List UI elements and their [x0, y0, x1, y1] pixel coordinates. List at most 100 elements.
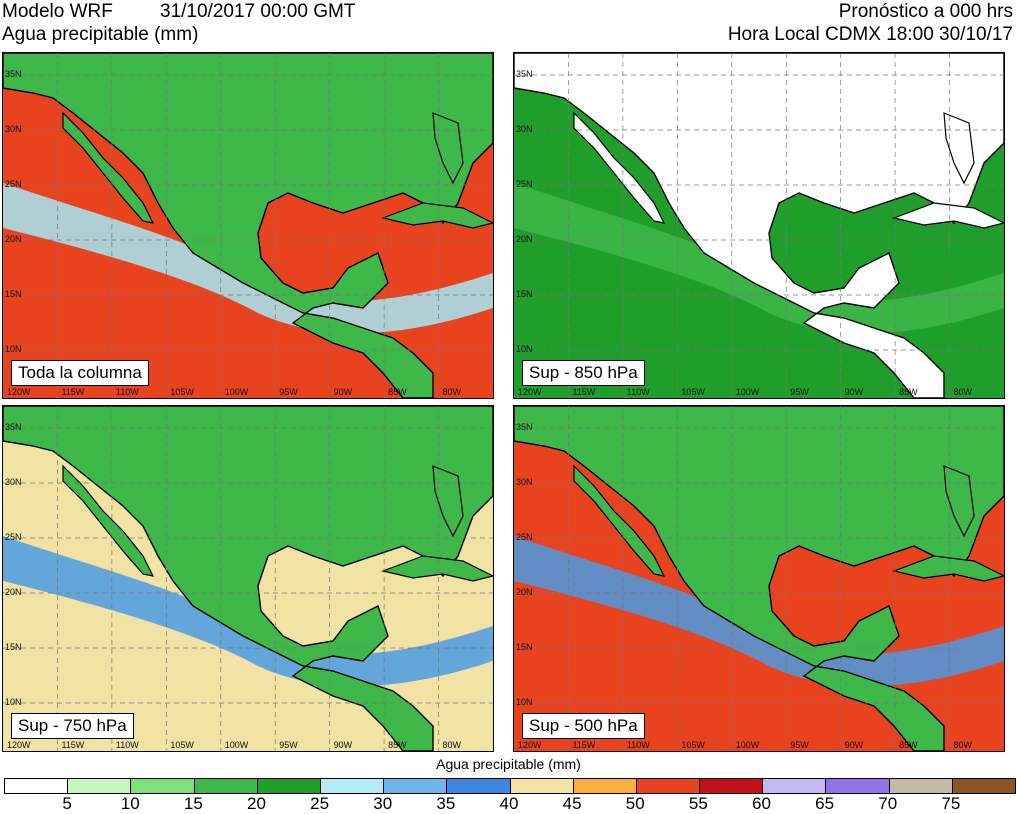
baja-peninsula: [62, 111, 155, 224]
colorbar: [4, 778, 1016, 794]
longitude-label: 120W: [7, 387, 31, 397]
latitude-label: 15N: [5, 289, 22, 299]
florida-peninsula: [943, 465, 975, 538]
variable-title: Agua precipitable (mm): [2, 24, 199, 45]
land-mass: [514, 406, 1004, 751]
baja-peninsula: [573, 111, 666, 224]
colorbar-tick: 75: [941, 794, 961, 813]
colorbar-tick: 25: [310, 794, 330, 813]
latitude-label: 30N: [516, 477, 533, 487]
longitude-label: 110W: [626, 387, 650, 397]
map-svg: [514, 406, 1004, 751]
latitude-label: 20N: [5, 587, 22, 597]
map-svg: [3, 406, 493, 751]
colorbar-swatch: [636, 779, 701, 793]
colorbar-swatch: [700, 779, 764, 793]
colorbar-ticks: 5 10 15 20 25 30 35 40 45 50 55 60 65 70 75: [4, 794, 1014, 814]
latitude-label: 30N: [5, 477, 22, 487]
longitude-label: 115W: [572, 740, 596, 750]
latitude-label: 10N: [516, 344, 533, 354]
panel-label: Sup - 850 hPa: [522, 360, 645, 386]
map-panel-750hpa: 35N 30N 25N 20N 15N 10N 120W 115W 110W 105W 100W 95…: [2, 405, 494, 752]
colorbar-swatch: [573, 779, 637, 793]
colorbar-swatch: [320, 779, 385, 793]
longitude-label: 85W: [388, 740, 407, 750]
latitude-label: 35N: [516, 422, 533, 432]
land-mass: [3, 53, 493, 398]
longitude-label: 80W: [953, 387, 973, 397]
colorbar-tick: 40: [499, 794, 519, 813]
latitude-label: 35N: [516, 69, 533, 79]
latitude-label: 35N: [5, 422, 22, 432]
longitude-label: 90W: [844, 387, 864, 397]
latitude-label: 10N: [516, 697, 533, 707]
latitude-label: 10N: [5, 697, 22, 707]
colorbar-tick: 20: [247, 794, 266, 813]
colorbar-tick: 10: [120, 794, 140, 813]
baja-peninsula: [62, 464, 155, 577]
colorbar-swatch: [952, 779, 1015, 793]
map-svg: [3, 53, 493, 398]
longitude-label: 85W: [899, 740, 918, 750]
colorbar-swatch: [826, 779, 890, 793]
moisture-band: [514, 536, 1004, 687]
forecast-hour: Pronóstico a 000 hrs: [838, 1, 1013, 22]
longitude-label: 105W: [170, 740, 194, 750]
longitude-label: 110W: [115, 387, 139, 397]
longitude-label: 100W: [224, 387, 249, 397]
panel-label: Sup - 750 hPa: [11, 713, 134, 739]
model-title: Modelo WRF: [2, 1, 113, 22]
florida-peninsula: [943, 112, 975, 185]
longitude-label: 105W: [681, 740, 705, 750]
moisture-band: [3, 536, 493, 687]
moisture-band: [3, 183, 493, 334]
colorbar-swatch: [384, 779, 448, 793]
colorbar-tick: 45: [562, 794, 582, 813]
colorbar-tick: 50: [625, 794, 645, 813]
cuba-island: [891, 202, 1004, 229]
longitude-label: 90W: [844, 740, 864, 750]
longitude-label: 110W: [626, 740, 650, 750]
colorbar-title: Agua precipitable (mm): [436, 756, 581, 772]
longitude-label: 100W: [735, 740, 760, 750]
longitude-label: 105W: [681, 387, 705, 397]
latitude-label: 25N: [5, 532, 22, 542]
moisture-band: [514, 183, 1004, 334]
latitude-label: 15N: [516, 642, 533, 652]
longitude-label: 80W: [442, 740, 462, 750]
longitude-label: 100W: [224, 740, 249, 750]
latitude-label: 15N: [516, 289, 533, 299]
map-panel-850hpa: 35N 30N 25N 20N 15N 10N 120W 115W 110W 105W 100W 95…: [513, 52, 1005, 399]
panel-label: Toda la columna: [11, 360, 149, 386]
florida-peninsula: [432, 465, 464, 538]
land-mass: [3, 406, 493, 751]
longitude-label: 80W: [953, 740, 973, 750]
longitude-label: 85W: [388, 387, 407, 397]
colorbar-swatch: [510, 779, 574, 793]
cuba-island: [891, 555, 1004, 582]
longitude-label: 115W: [572, 387, 596, 397]
local-time: Hora Local CDMX 18:00 30/10/17: [727, 24, 1013, 45]
colorbar-tick: 35: [436, 794, 456, 813]
colorbar-tick: 60: [752, 794, 771, 813]
colorbar-swatch: [194, 779, 258, 793]
longitude-label: 90W: [333, 740, 353, 750]
baja-peninsula: [573, 464, 666, 577]
longitude-label: 115W: [61, 740, 85, 750]
latitude-label: 10N: [5, 344, 22, 354]
colorbar-swatch: [447, 779, 511, 793]
florida-peninsula: [432, 112, 464, 185]
longitude-label: 95W: [279, 387, 298, 397]
latitude-label: 20N: [516, 587, 533, 597]
colorbar-swatch: [889, 779, 953, 793]
colorbar-tick: 5: [62, 794, 72, 813]
longitude-label: 95W: [790, 387, 809, 397]
colorbar-tick: 55: [688, 794, 708, 813]
map-svg: [514, 53, 1004, 398]
latitude-label: 25N: [516, 179, 533, 189]
longitude-label: 80W: [442, 387, 462, 397]
colorbar-swatch: [257, 779, 321, 793]
colorbar-swatch: [5, 779, 69, 793]
run-datetime: 31/10/2017 00:00 GMT: [160, 1, 356, 22]
latitude-label: 15N: [5, 642, 22, 652]
